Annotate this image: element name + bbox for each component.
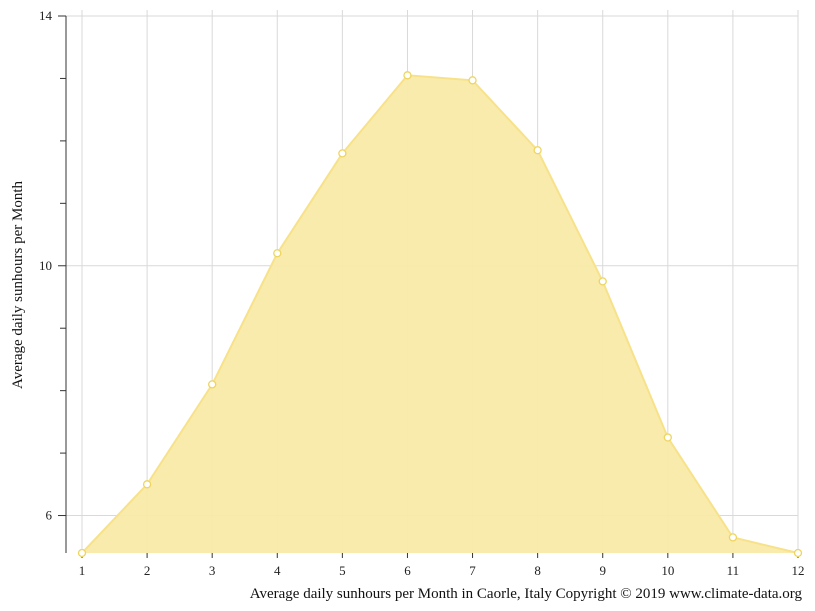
x-tick-label: 11 [727, 563, 740, 578]
x-tick-label: 1 [79, 563, 86, 578]
y-tick-labels: 6 10 14 [39, 8, 53, 523]
x-tick-label: 4 [274, 563, 281, 578]
area-layer [81, 74, 799, 554]
data-point [468, 76, 477, 85]
x-tick-label: 8 [534, 563, 541, 578]
chart-caption: Average daily sunhours per Month in Caor… [250, 586, 803, 602]
x-tick-label: 5 [339, 563, 346, 578]
series-line [81, 74, 799, 554]
data-point [533, 146, 542, 155]
y-tick-label: 14 [39, 8, 53, 23]
data-points [77, 71, 803, 558]
data-point [208, 380, 217, 389]
x-tick-label: 12 [792, 563, 805, 578]
x-tick-label: 10 [661, 563, 674, 578]
data-point [142, 480, 152, 489]
x-tick-label: 9 [599, 563, 606, 578]
data-point [598, 277, 607, 286]
data-point [663, 433, 672, 442]
data-point [77, 548, 87, 558]
y-axis-title: Average daily sunhours per Month [10, 181, 26, 390]
x-tick-label: 7 [469, 563, 476, 578]
y-tick-label: 10 [39, 258, 52, 273]
axes [58, 15, 799, 558]
area-fill [82, 75, 798, 554]
data-point [728, 533, 738, 542]
data-point [338, 149, 347, 158]
data-point [403, 71, 412, 80]
data-point [273, 249, 282, 258]
x-tick-labels: 1 2 3 4 5 6 7 8 9 10 11 12 [79, 563, 805, 578]
data-point [793, 548, 803, 558]
x-tick-label: 2 [144, 563, 151, 578]
y-tick-label: 6 [46, 508, 53, 523]
x-tick-label: 3 [209, 563, 216, 578]
x-tick-label: 6 [404, 563, 411, 578]
